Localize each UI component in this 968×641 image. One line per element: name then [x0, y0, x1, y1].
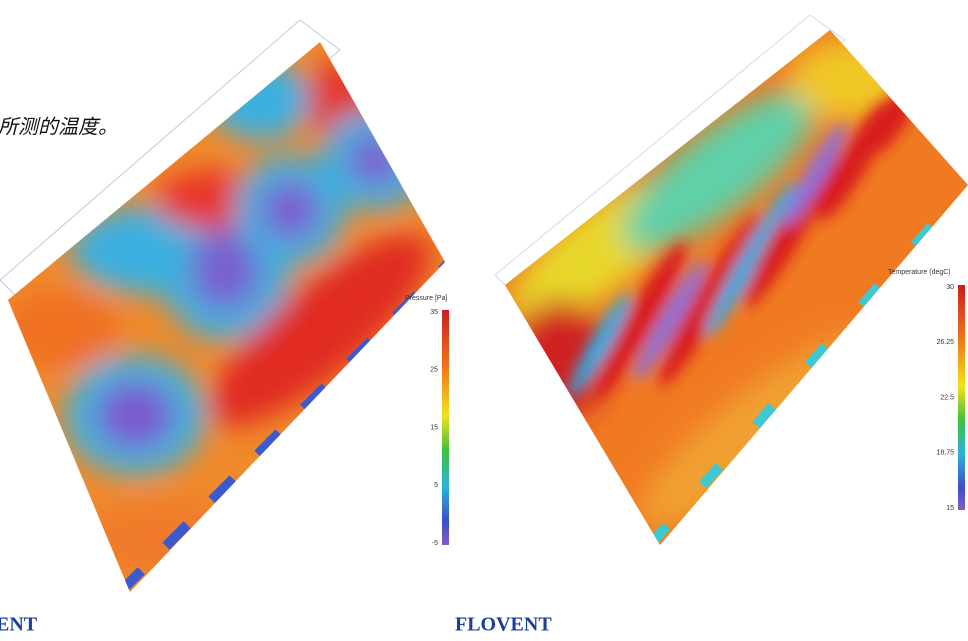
legend-tick-label: 15	[946, 505, 954, 512]
caption: 所测的温度。	[0, 115, 118, 139]
figure-label: ENT	[0, 614, 38, 636]
legend-tick-label: 18.75	[936, 450, 954, 457]
legend-tick-label: 25	[430, 367, 438, 374]
legend-tick-label: 30	[946, 284, 954, 291]
legend-tick-label: 26.25	[936, 339, 954, 346]
legend-title: Temperature (degC)	[888, 269, 951, 276]
legend-tick-label: 15	[430, 424, 438, 431]
legend-tick-label: 5	[434, 482, 438, 489]
temperature-map: Temperature (degC) 30 26.25 22.5 18.75 15	[480, 0, 968, 560]
legend-title: Pressure [Pa]	[405, 295, 447, 302]
legend-tick-label: -5	[432, 540, 438, 547]
legend-tick-label: 22.5	[940, 394, 954, 401]
pressure-map: Pressure [Pa] 35 25 15 5 -5	[0, 0, 460, 600]
page: 所测的温度。	[0, 0, 968, 636]
figure-label: FLOVENT	[455, 614, 552, 636]
legend-tick-label: 35	[430, 309, 438, 316]
